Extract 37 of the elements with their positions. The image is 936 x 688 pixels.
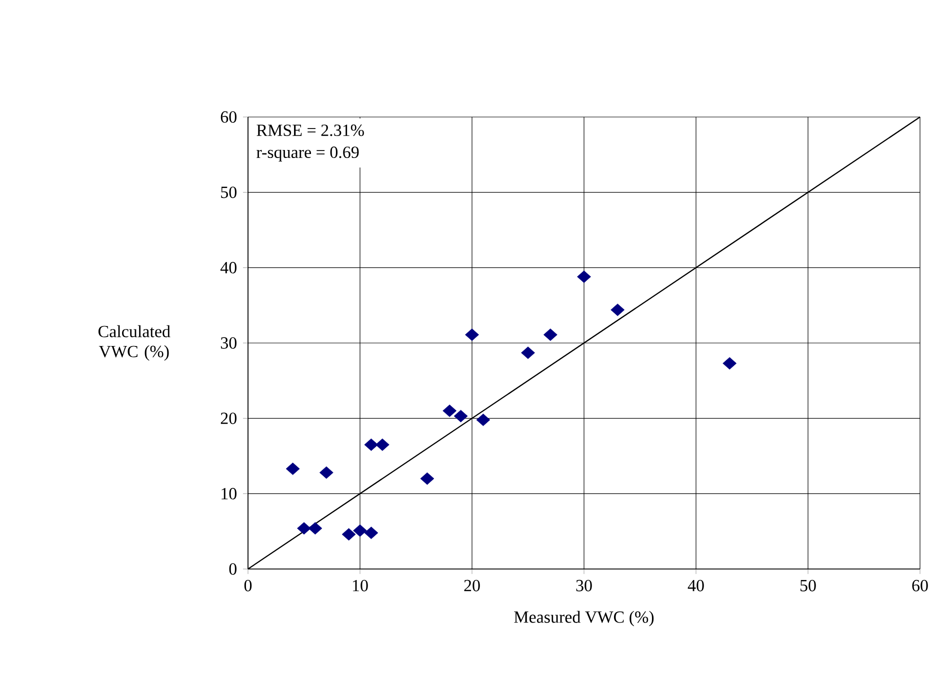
point (319, 466, 334, 479)
annotation: RMSE = 2.31% (256, 124, 364, 136)
x-tick-label: 40 (688, 580, 704, 592)
x-tick-label: 10 (352, 580, 368, 592)
point (353, 524, 367, 537)
x-tick-label: 0 (244, 580, 252, 592)
x-tick-label: 20 (464, 580, 480, 592)
point (375, 438, 390, 451)
y-tick-label: 20 (220, 412, 236, 424)
x-tick-label: 30 (576, 580, 592, 592)
point (308, 522, 322, 535)
point (420, 472, 434, 485)
y-tick-label: 50 (221, 186, 236, 198)
y-tick-label: 10 (222, 488, 236, 500)
x-tick-label: 60 (912, 580, 928, 592)
y-tick-label: 0 (229, 563, 236, 575)
y-tick-label: 30 (220, 337, 236, 349)
point (364, 526, 378, 540)
point (722, 357, 737, 370)
point (521, 346, 535, 359)
y-tick-label: 60 (220, 111, 236, 123)
point (342, 528, 356, 541)
y-axis-title: Calculated VWC (%) (98, 325, 170, 361)
point (364, 438, 378, 451)
point (454, 410, 468, 422)
y-tick-label: 40 (220, 262, 236, 274)
point (465, 328, 479, 341)
x-axis-title: Measured VWC (%) (514, 610, 654, 626)
x-tick-label: 50 (800, 580, 816, 592)
annotation: r-square = 0.69 (256, 146, 359, 162)
point (286, 462, 300, 476)
point (297, 522, 311, 535)
point (610, 304, 625, 316)
point (442, 404, 457, 417)
point (543, 328, 558, 341)
point (577, 270, 591, 283)
point (476, 414, 490, 426)
